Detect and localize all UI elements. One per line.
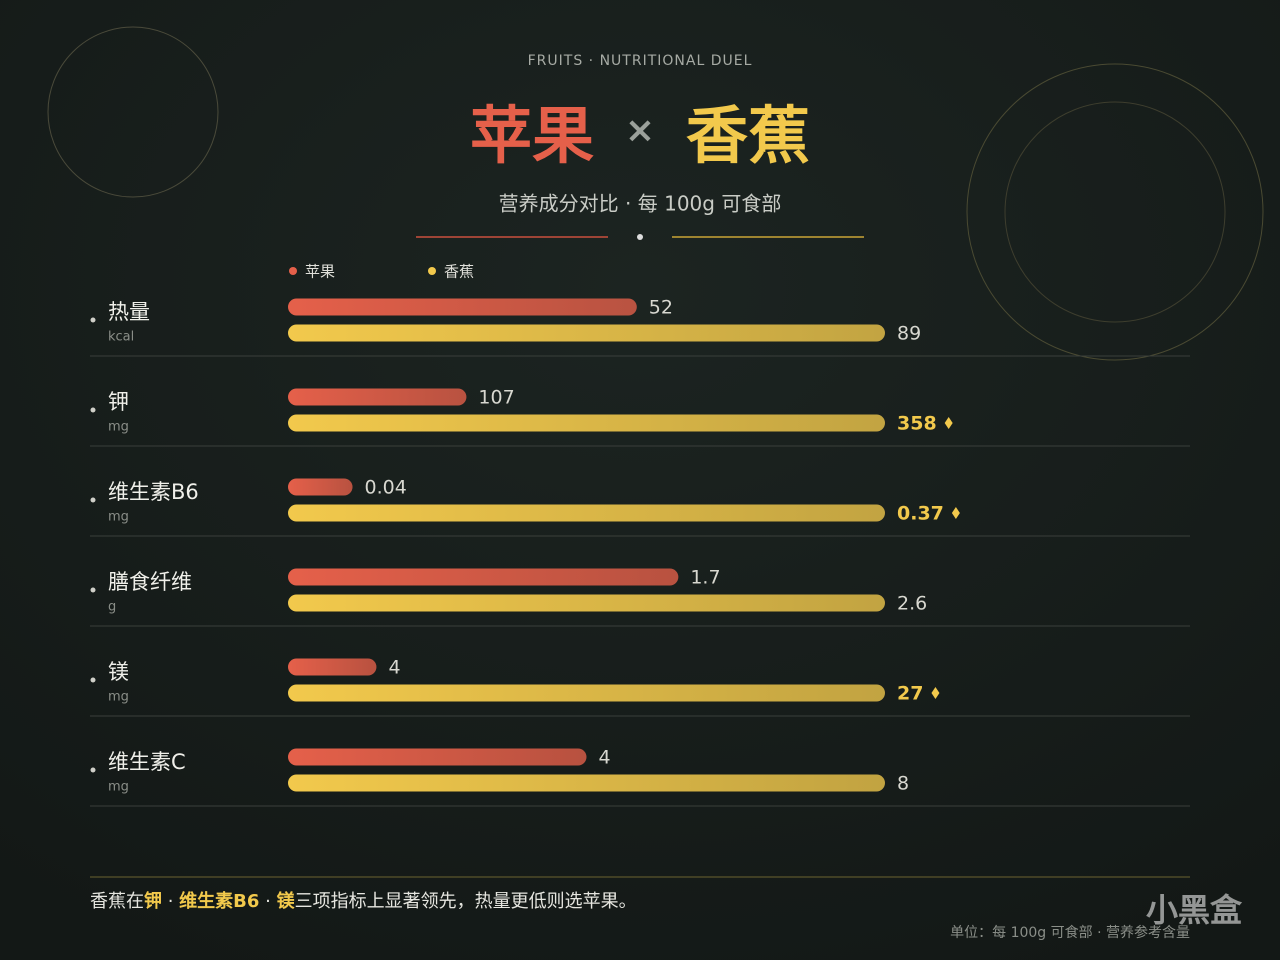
value-label: 1.7: [690, 567, 720, 589]
bar: [288, 748, 587, 766]
bar: [288, 568, 679, 586]
subtitle: 营养成分对比 · 每 100g 可食部: [499, 192, 782, 216]
footnote-part: 钾: [144, 890, 162, 912]
value-label: 107: [478, 387, 514, 409]
bar: [288, 414, 885, 432]
bar: [288, 658, 377, 676]
legend-label: 苹果: [305, 263, 335, 281]
legend-dot: [289, 267, 297, 275]
highlight-diamond: [951, 507, 960, 519]
title-left: 苹果: [470, 99, 594, 172]
bar: [288, 324, 885, 342]
value-label: 4: [388, 657, 400, 679]
footnote: 香蕉在钾 · 维生素B6 · 镁三项指标上显著领先，热量更低则选苹果。: [90, 890, 637, 912]
category-label: 膳食纤维: [108, 570, 192, 594]
unit-label: mg: [108, 690, 129, 705]
bar: [288, 684, 885, 702]
bar: [288, 504, 885, 522]
title-right: 香蕉: [686, 99, 810, 172]
unit-note: 单位：每 100g 可食部 · 营养参考含量: [950, 924, 1190, 941]
deco-circle: [966, 63, 1264, 361]
unit-label: mg: [108, 780, 129, 795]
footnote-part: 镁: [277, 890, 296, 912]
value-label: 89: [897, 323, 921, 345]
footnote-part: ·: [162, 891, 179, 912]
bar: [288, 298, 637, 316]
bar: [288, 774, 885, 792]
row-dot: [90, 317, 96, 323]
value-label: 4: [599, 747, 611, 769]
bar: [288, 388, 467, 406]
category-label: 钾: [108, 390, 129, 414]
footnote-part: 维生素B6: [179, 890, 259, 912]
deco-circle: [47, 26, 219, 198]
value-label: 27: [897, 683, 923, 705]
title-sep: ×: [625, 110, 655, 151]
watermark: 小黑盒: [1146, 891, 1243, 929]
value-label: 2.6: [897, 593, 927, 615]
bar: [288, 478, 353, 496]
highlight-diamond: [944, 417, 953, 429]
footnote-part: 三项指标上显著领先，热量更低则选苹果。: [295, 891, 637, 912]
row-dot: [90, 767, 96, 773]
legend-dot: [428, 267, 436, 275]
unit-label: mg: [108, 510, 129, 525]
kicker: FRUITS · NUTRITIONAL DUEL: [528, 53, 753, 69]
value-label: 358: [897, 413, 937, 435]
footnote-part: 香蕉在: [90, 891, 144, 912]
row-dot: [90, 677, 96, 683]
value-label: 52: [649, 297, 673, 319]
value-label: 8: [897, 773, 909, 795]
highlight-diamond: [931, 687, 940, 699]
footnote-part: ·: [259, 891, 276, 912]
unit-label: kcal: [108, 330, 134, 345]
value-label: 0.37: [897, 503, 944, 525]
row-dot: [90, 497, 96, 503]
value-label: 0.04: [365, 477, 407, 499]
category-label: 镁: [108, 660, 129, 684]
row-dot: [90, 407, 96, 413]
category-label: 维生素B6: [108, 480, 199, 504]
deco-circle: [1004, 101, 1226, 323]
category-label: 维生素C: [108, 750, 186, 774]
legend-label: 香蕉: [444, 263, 474, 281]
row-dot: [90, 587, 96, 593]
unit-label: g: [108, 600, 116, 615]
category-label: 热量: [108, 300, 150, 324]
divider-dot: [637, 234, 643, 240]
bar: [288, 594, 885, 612]
unit-label: mg: [108, 420, 129, 435]
